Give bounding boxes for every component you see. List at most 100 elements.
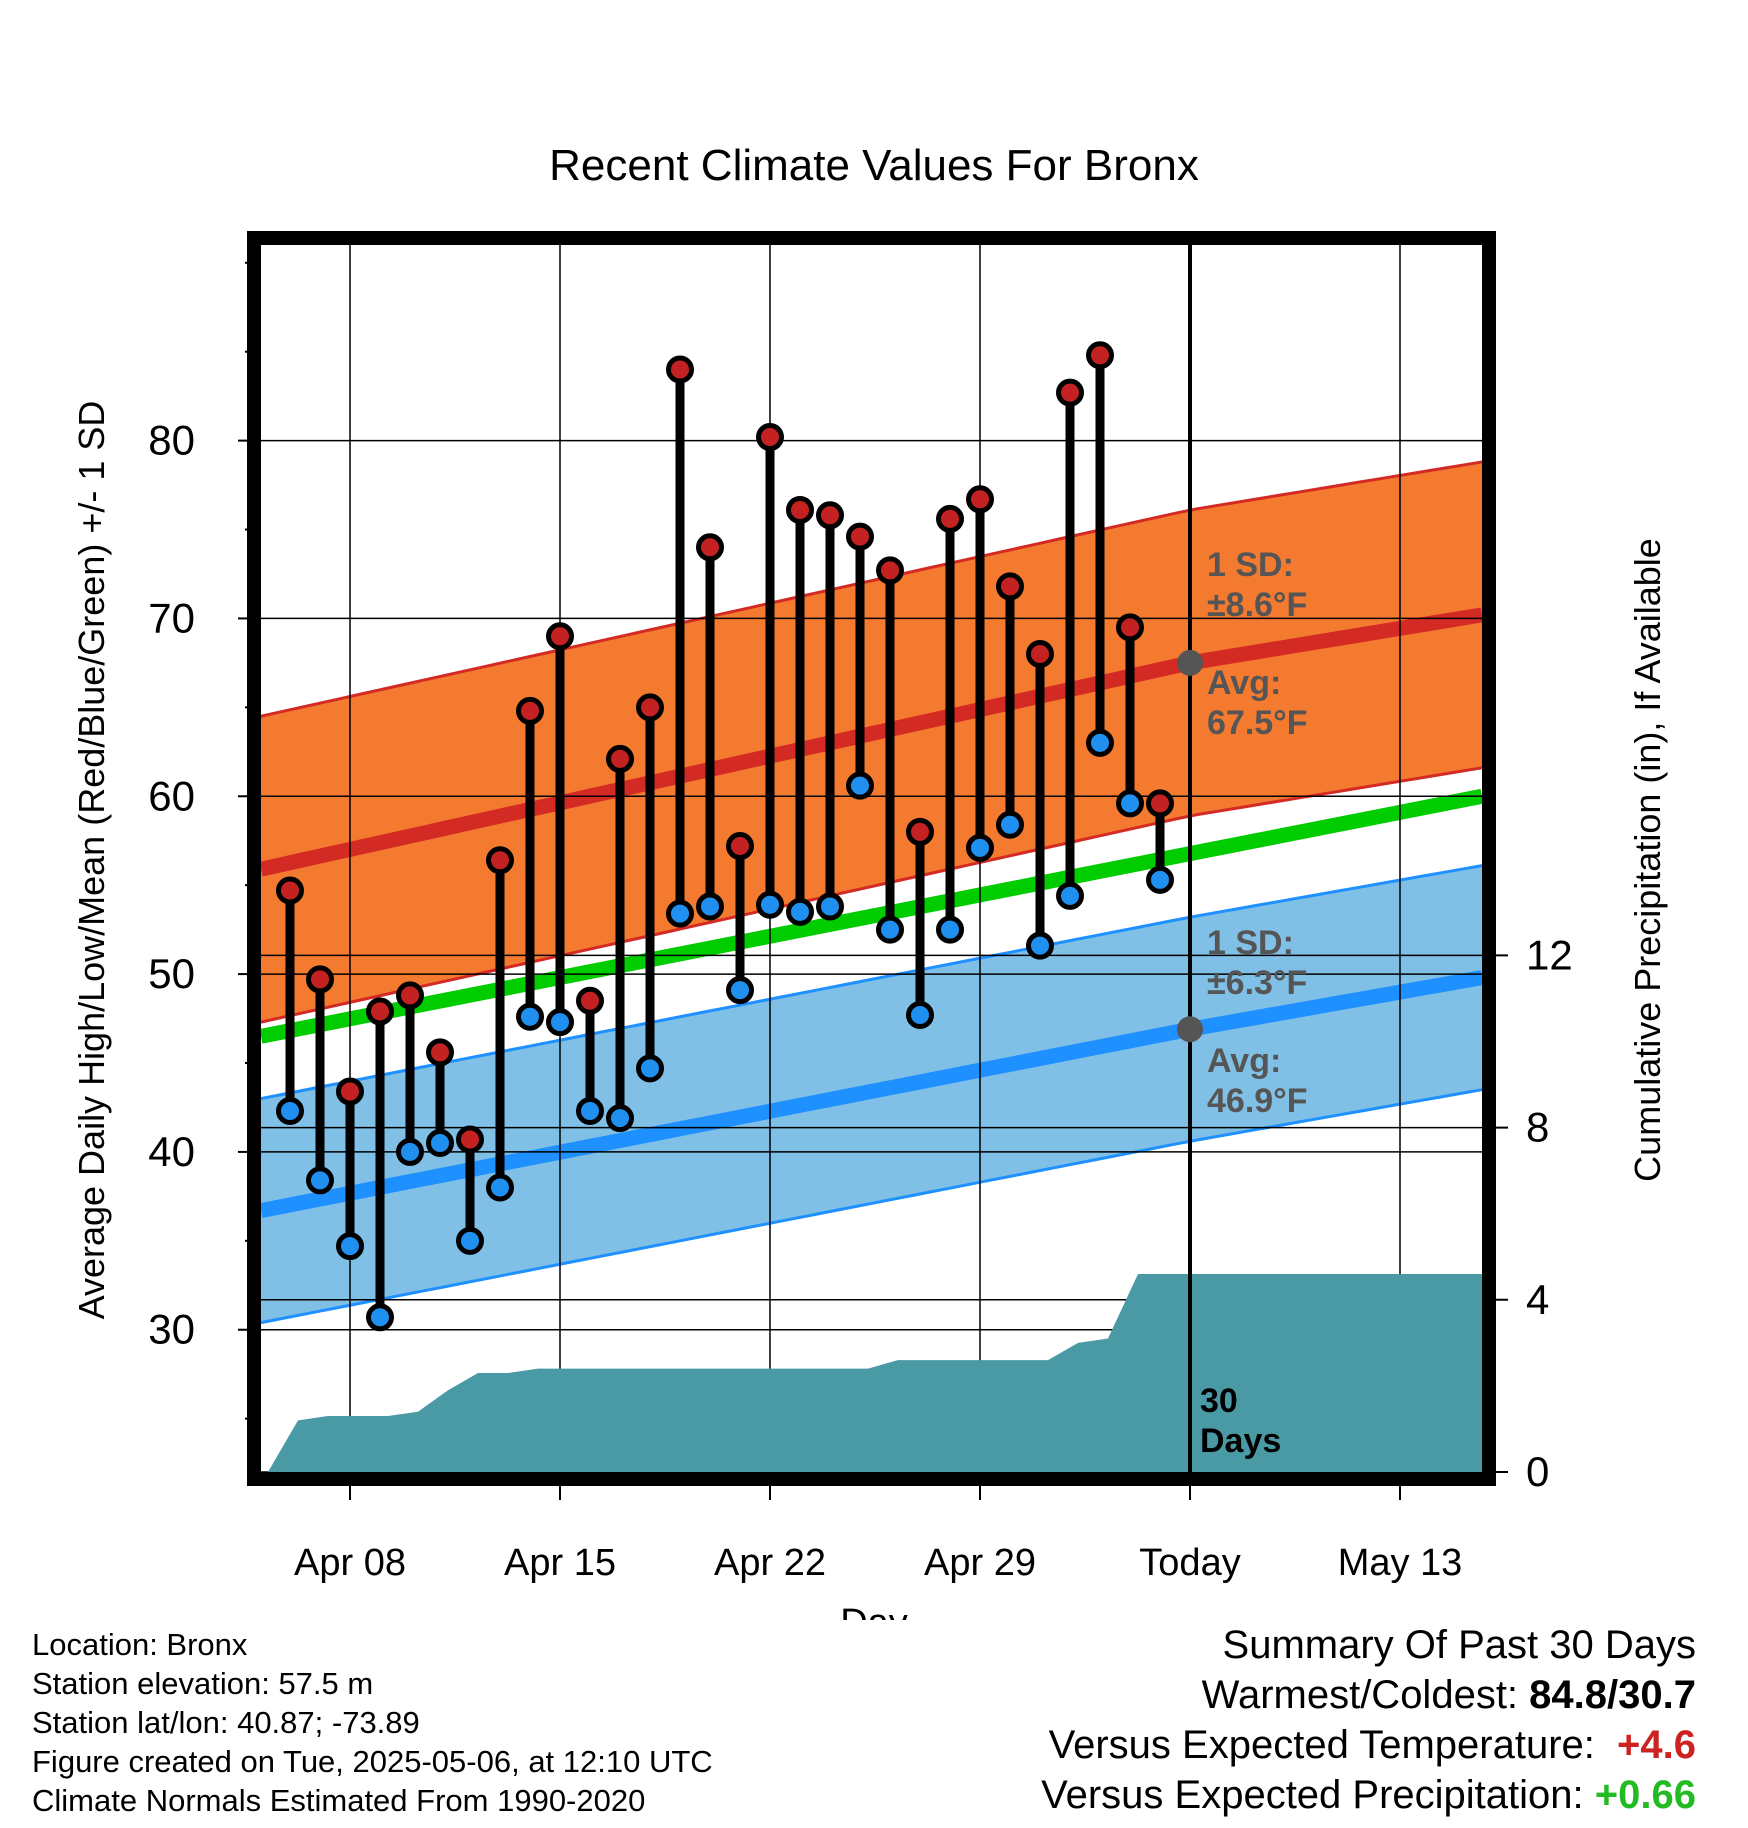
- today-days-label-1: Days: [1200, 1422, 1281, 1460]
- high-point-Apr 30: [996, 572, 1024, 601]
- today-high-normal-point: [1177, 649, 1203, 676]
- high-normal-line: [259, 607, 1484, 877]
- low-point-Apr 23: [786, 897, 814, 926]
- high-point-Apr 16: [576, 986, 604, 1015]
- created-text: Figure created on Tue, 2025-05-06, at 12…: [32, 1744, 713, 1779]
- high-point-May 02: [1056, 378, 1084, 407]
- high-point-Apr 18: [636, 693, 664, 722]
- high-band-upper-edge: [260, 460, 1483, 718]
- high-point-Apr 26: [876, 556, 904, 585]
- high-point-Apr 14: [516, 696, 544, 725]
- low-point-May 05: [1146, 865, 1174, 894]
- low-note-avg-label: Avg:: [1207, 1042, 1281, 1080]
- x-tick-label-3: Apr 29: [924, 1542, 1036, 1584]
- low-note-avg-value: 46.9°F: [1207, 1082, 1308, 1120]
- high-point-Apr 17: [606, 744, 634, 773]
- low-point-Apr 09: [366, 1303, 394, 1332]
- x-tick-label-1: Apr 15: [504, 1542, 616, 1584]
- high-point-Apr 24: [816, 501, 844, 530]
- high-point-Apr 28: [936, 504, 964, 533]
- high-point-Apr 12: [456, 1125, 484, 1154]
- low-point-Apr 28: [936, 915, 964, 944]
- high-point-Apr 10: [396, 981, 424, 1010]
- low-band-upper-edge: [260, 864, 1483, 1101]
- high-point-Apr 22: [756, 423, 784, 452]
- y2-tick-label-0: 0: [1526, 1448, 1549, 1495]
- low-note-sd-label: 1 SD:: [1207, 924, 1294, 962]
- high-note-sd-label: 1 SD:: [1207, 546, 1294, 584]
- low-point-Apr 11: [426, 1129, 454, 1158]
- low-point-Apr 12: [456, 1226, 484, 1255]
- high-point-May 04: [1116, 613, 1144, 642]
- y2-tick-label-8: 8: [1526, 1104, 1549, 1151]
- today-low-normal-point: [1177, 1016, 1203, 1043]
- low-point-Apr 15: [546, 1008, 574, 1037]
- chart-title: Recent Climate Values For Bronx: [549, 141, 1199, 190]
- low-point-May 02: [1056, 881, 1084, 910]
- low-point-Apr 16: [576, 1097, 604, 1126]
- y-tick-label-80: 80: [148, 417, 195, 464]
- low-point-Apr 24: [816, 892, 844, 921]
- high-point-Apr 08: [336, 1077, 364, 1106]
- low-point-Apr 30: [996, 810, 1024, 839]
- y-tick-label-50: 50: [148, 950, 195, 997]
- low-point-Apr 18: [636, 1054, 664, 1083]
- high-point-Apr 13: [486, 846, 514, 875]
- precip-value: +0.66: [1594, 1773, 1696, 1817]
- high-point-Apr 29: [966, 485, 994, 514]
- normal-bands: [259, 460, 1484, 1325]
- low-point-Apr 29: [966, 833, 994, 862]
- latlon-text: Station lat/lon: 40.87; -73.89: [32, 1705, 420, 1740]
- low-point-Apr 22: [756, 890, 784, 919]
- low-point-Apr 21: [726, 976, 754, 1005]
- elevation-text: Station elevation: 57.5 m: [32, 1666, 374, 1701]
- today-days-label-0: 30: [1200, 1382, 1238, 1420]
- low-point-Apr 08: [336, 1232, 364, 1261]
- y2-tick-label-12: 12: [1526, 931, 1573, 978]
- low-point-Apr 14: [516, 1002, 544, 1031]
- high-point-Apr 27: [906, 817, 934, 846]
- warmest-label: Warmest/Coldest:: [1201, 1673, 1519, 1717]
- x-tick-label-4: Today: [1139, 1542, 1240, 1584]
- high-point-Apr 25: [846, 522, 874, 551]
- plot-border: [247, 231, 1496, 1486]
- low-point-May 04: [1116, 789, 1144, 818]
- daily-range-bars: [276, 341, 1174, 1332]
- low-point-Apr 17: [606, 1104, 634, 1133]
- summary-temp-row: Versus Expected Temperature: +4.6: [1041, 1720, 1696, 1770]
- y-tick-label-30: 30: [148, 1306, 195, 1353]
- low-point-Apr 27: [906, 1000, 934, 1029]
- normals-text: Climate Normals Estimated From 1990-2020: [32, 1783, 646, 1818]
- y2-tick-label-4: 4: [1526, 1276, 1549, 1323]
- high-band: [261, 461, 1482, 1023]
- high-note-sd-value: ±8.6°F: [1207, 586, 1307, 624]
- high-point-Apr 09: [366, 997, 394, 1026]
- low-point-Apr 13: [486, 1173, 514, 1202]
- mean-normal-line: [259, 788, 1484, 1044]
- temp-value: +4.6: [1617, 1723, 1696, 1767]
- y-axis-label: Average Daily High/Low/Mean (Red/Blue/Gr…: [71, 401, 112, 1320]
- low-point-Apr 06: [276, 1097, 304, 1126]
- high-point-Apr 19: [666, 355, 694, 384]
- temp-label: Versus Expected Temperature:: [1048, 1723, 1595, 1767]
- y2-axis-label: Cumulative Precipitation (in), If Availa…: [1627, 538, 1668, 1182]
- low-point-May 01: [1026, 931, 1054, 960]
- low-note-sd-value: ±6.3°F: [1207, 964, 1307, 1002]
- x-tick-label-2: Apr 22: [714, 1542, 826, 1584]
- high-point-Apr 06: [276, 876, 304, 905]
- axes-labels: 30 40 50 60 70 80 0 4 8 12 Apr 08 Apr 15 Apr 22 Apr 2…: [148, 261, 1573, 1584]
- precip-area: [261, 1273, 1482, 1472]
- precip-area-group: [261, 1273, 1482, 1472]
- location-text: Location: Bronx: [32, 1627, 248, 1662]
- warmest-value: 84.8/30.7: [1529, 1673, 1696, 1717]
- plot-frame: [247, 231, 1496, 1486]
- low-point-Apr 26: [876, 915, 904, 944]
- high-band-lower-edge: [260, 766, 1483, 1024]
- high-point-Apr 23: [786, 495, 814, 524]
- high-point-Apr 11: [426, 1038, 454, 1067]
- low-point-Apr 20: [696, 892, 724, 921]
- low-point-Apr 25: [846, 771, 874, 800]
